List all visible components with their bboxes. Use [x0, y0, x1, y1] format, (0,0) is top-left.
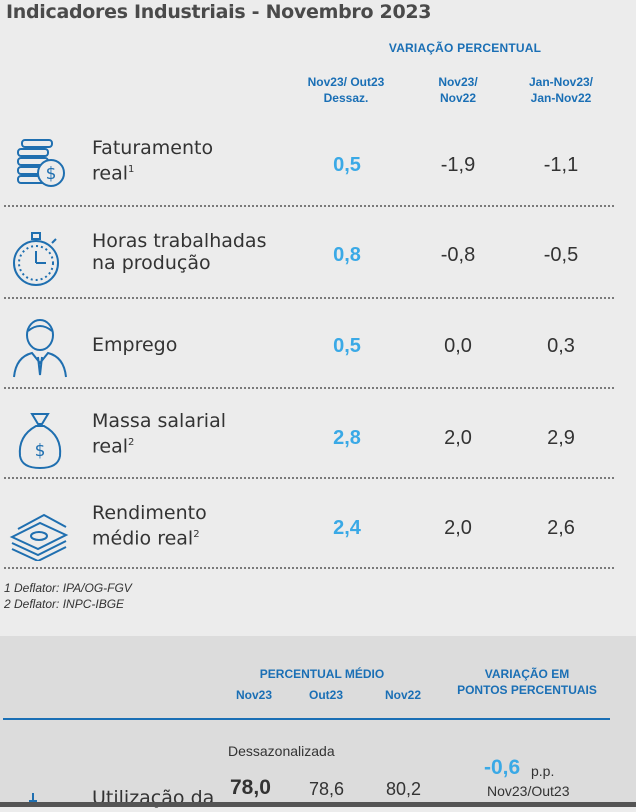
- cash-stack-icon: [8, 499, 70, 563]
- indicator-label: Emprego: [92, 334, 178, 356]
- column-header-monthly: Nov23/ Out23 Dessaz.: [300, 74, 392, 106]
- column-header-line1: Nov23/: [438, 75, 478, 89]
- svg-text:$: $: [35, 441, 46, 461]
- pp-unit: p.p.: [531, 763, 555, 779]
- row-divider: [4, 567, 614, 569]
- avg-column-nov22: Nov22: [384, 688, 422, 702]
- panel-divider: [3, 718, 610, 720]
- row-divider: [4, 387, 614, 389]
- footnotes: 1 Deflator: IPA/OG-FGV 2 Deflator: INPC-…: [4, 580, 132, 612]
- column-header-line2: Jan-Nov22: [530, 91, 592, 105]
- svg-text:$: $: [46, 164, 57, 184]
- indicator-row-revenue: $ Faturamento real1 0,5 -1,9 -1,1: [0, 125, 636, 215]
- avg-column-nov23: Nov23: [235, 688, 273, 702]
- value-ytd: 2,6: [547, 517, 575, 539]
- indicator-row-hours: Horas trabalhadas na produção 0,8 -0,8 -…: [0, 217, 636, 307]
- value-yearly: -1,9: [440, 154, 476, 176]
- stopwatch-icon: [8, 227, 70, 289]
- footnote-2: 2 Deflator: INPC-IBGE: [4, 597, 125, 611]
- row-divider: [4, 205, 614, 207]
- variation-header: VARIAÇÃO PERCENTUAL: [388, 41, 542, 55]
- value-nov22: 80,2: [386, 779, 422, 799]
- column-header-line2: Nov22: [439, 91, 477, 105]
- value-yearly: -0,8: [440, 244, 476, 266]
- column-header-line2: Dessaz.: [323, 91, 369, 105]
- value-monthly: 0,5: [333, 335, 361, 357]
- value-nov23: 78,0: [230, 776, 271, 799]
- value-yearly: 2,0: [444, 517, 472, 539]
- money-bag-icon: $: [8, 408, 70, 470]
- value-yearly: 0,0: [444, 335, 472, 357]
- employee-icon: [8, 317, 70, 379]
- column-header-yearly: Nov23/ Nov22: [418, 74, 498, 106]
- value-ytd: -1,1: [543, 154, 579, 176]
- value-monthly: 0,5: [333, 154, 361, 176]
- bottom-edge: [0, 802, 636, 807]
- value-ytd: -0,5: [543, 244, 579, 266]
- indicator-label: Massa salarial real2: [92, 410, 226, 458]
- indicator-label: Rendimento médio real2: [92, 502, 207, 550]
- row-divider: [4, 297, 614, 299]
- avg-column-out23: Out23: [308, 688, 343, 702]
- indicator-label: Faturamento real1: [92, 137, 214, 185]
- column-header-line1: Jan-Nov23/: [528, 75, 594, 89]
- indicator-label: Horas trabalhadas na produção: [92, 230, 267, 274]
- column-header-line1: Nov23/ Out23: [307, 75, 385, 89]
- pp-period: Nov23/Out23: [487, 783, 570, 799]
- value-monthly: 2,4: [333, 517, 361, 539]
- footnote-1: 1 Deflator: IPA/OG-FGV: [4, 581, 132, 595]
- row-divider: [4, 477, 614, 479]
- value-out23: 78,6: [309, 779, 345, 799]
- pp-value: -0,6: [484, 756, 521, 779]
- value-monthly: 0,8: [333, 244, 361, 266]
- value-ytd: 2,9: [547, 427, 575, 449]
- page-title: Indicadores Industriais - Novembro 2023: [6, 1, 432, 23]
- coins-money-icon: $: [8, 135, 70, 197]
- average-header: PERCENTUAL MÉDIO: [259, 667, 385, 681]
- value-monthly: 2,8: [333, 427, 361, 449]
- capacity-utilization-panel: PERCENTUAL MÉDIO Nov23 Out23 Nov22 VARIA…: [0, 636, 636, 809]
- pp-variation-header: VARIAÇÃO EM PONTOS PERCENTUAIS: [457, 667, 597, 697]
- seasonal-label: Dessazonalizada: [228, 743, 335, 759]
- value-yearly: 2,0: [444, 427, 472, 449]
- indicator-row-income: Rendimento médio real2 2,4 2,0 2,6: [0, 489, 636, 579]
- indicator-row-payroll: $ Massa salarial real2 2,8 2,0 2,9: [0, 398, 636, 488]
- indicator-row-employment: Emprego 0,5 0,0 0,3: [0, 307, 636, 397]
- value-ytd: 0,3: [547, 335, 575, 357]
- column-header-ytd: Jan-Nov23/ Jan-Nov22: [516, 74, 606, 106]
